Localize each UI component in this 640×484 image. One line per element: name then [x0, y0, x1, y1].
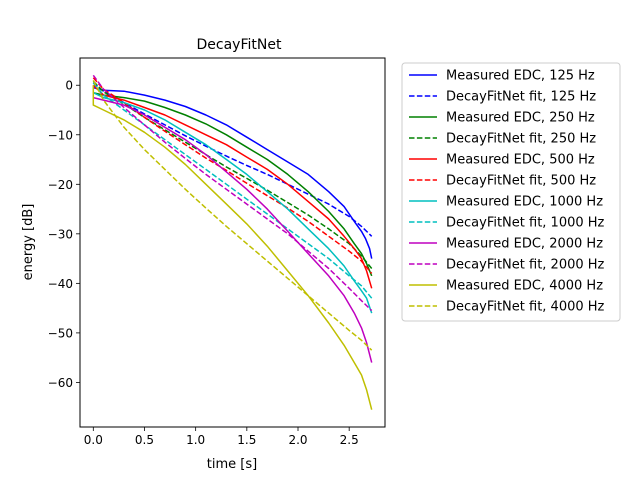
y-tick-label: −50: [48, 326, 73, 340]
series-line-measured-edc-125-hz: [93, 86, 373, 259]
legend-item-measured-edc-500-hz: Measured EDC, 500 Hz: [409, 153, 595, 168]
legend-item-measured-edc-250-hz: Measured EDC, 250 Hz: [409, 111, 595, 126]
y-tick-label: −10: [48, 128, 73, 142]
y-axis-label: energy [dB]: [21, 204, 36, 281]
legend-label: Measured EDC, 250 Hz: [446, 111, 595, 126]
legend-label: Measured EDC, 4000 Hz: [446, 279, 603, 294]
legend-item-measured-edc-4000-hz: Measured EDC, 4000 Hz: [409, 279, 603, 294]
legend-item-decayfitnet-fit-125-hz: DecayFitNet fit, 125 Hz: [409, 90, 596, 105]
legend-label: Measured EDC, 125 Hz: [446, 69, 595, 84]
legend-label: DecayFitNet fit, 4000 Hz: [446, 300, 605, 315]
series-line-measured-edc-500-hz: [92, 84, 373, 289]
legend-item-decayfitnet-fit-250-hz: DecayFitNet fit, 250 Hz: [409, 132, 596, 147]
x-tick-label: 1.0: [186, 433, 205, 447]
legend-item-measured-edc-1000-hz: Measured EDC, 1000 Hz: [409, 195, 603, 210]
series-line-measured-edc-4000-hz: [92, 85, 373, 410]
x-axis-label: time [s]: [207, 457, 257, 472]
x-axis: 0.0 0.5 1.0 1.5 2.0 2.5: [84, 427, 359, 447]
y-tick-label: 0: [65, 79, 73, 93]
x-tick-label: 2.5: [340, 433, 359, 447]
legend-label: DecayFitNet fit, 500 Hz: [446, 174, 596, 189]
plot-area: [92, 74, 373, 410]
legend-item-decayfitnet-fit-500-hz: DecayFitNet fit, 500 Hz: [409, 174, 596, 189]
legend-item-decayfitnet-fit-4000-hz: DecayFitNet fit, 4000 Hz: [409, 300, 605, 315]
y-tick-label: −60: [48, 376, 73, 390]
legend-item-decayfitnet-fit-2000-hz: DecayFitNet fit, 2000 Hz: [409, 258, 605, 273]
x-tick-label: 2.0: [288, 433, 307, 447]
x-tick-label: 0.5: [135, 433, 154, 447]
legend-label: DecayFitNet fit, 250 Hz: [446, 132, 596, 147]
series-line-measured-edc-250-hz: [93, 91, 373, 277]
series-line-decayfitnet-fit-2000-hz: [92, 74, 373, 312]
y-tick-label: −40: [48, 277, 73, 291]
series-line-decayfitnet-fit-125-hz: [92, 82, 373, 237]
legend-label: DecayFitNet fit, 2000 Hz: [446, 258, 605, 273]
y-tick-label: −20: [48, 178, 73, 192]
legend-label: DecayFitNet fit, 125 Hz: [446, 90, 596, 105]
legend-item-measured-edc-125-hz: Measured EDC, 125 Hz: [409, 69, 595, 84]
legend-label: Measured EDC, 500 Hz: [446, 153, 595, 168]
legend-label: Measured EDC, 2000 Hz: [446, 237, 603, 252]
series-line-decayfitnet-fit-1000-hz: [92, 82, 373, 299]
legend-item-measured-edc-2000-hz: Measured EDC, 2000 Hz: [409, 237, 603, 252]
y-axis: 0 −10 −20 −30 −40 −50 −60: [48, 79, 80, 390]
legend-item-decayfitnet-fit-1000-hz: DecayFitNet fit, 1000 Hz: [409, 216, 605, 231]
series-line-decayfitnet-fit-4000-hz: [92, 79, 373, 351]
series-line-measured-edc-1000-hz: [92, 92, 373, 314]
legend-label: DecayFitNet fit, 1000 Hz: [446, 216, 605, 231]
y-tick-label: −30: [48, 227, 73, 241]
legend-label: Measured EDC, 1000 Hz: [446, 195, 603, 210]
x-tick-label: 1.5: [237, 433, 256, 447]
chart-title: DecayFitNet: [197, 37, 282, 53]
chart-legend: Measured EDC, 125 Hz DecayFitNet fit, 125…: [401, 62, 621, 322]
axes-frame: [79, 57, 386, 428]
x-tick-label: 0.0: [84, 433, 103, 447]
series-line-measured-edc-2000-hz: [93, 96, 373, 363]
legend-box: [401, 62, 621, 322]
